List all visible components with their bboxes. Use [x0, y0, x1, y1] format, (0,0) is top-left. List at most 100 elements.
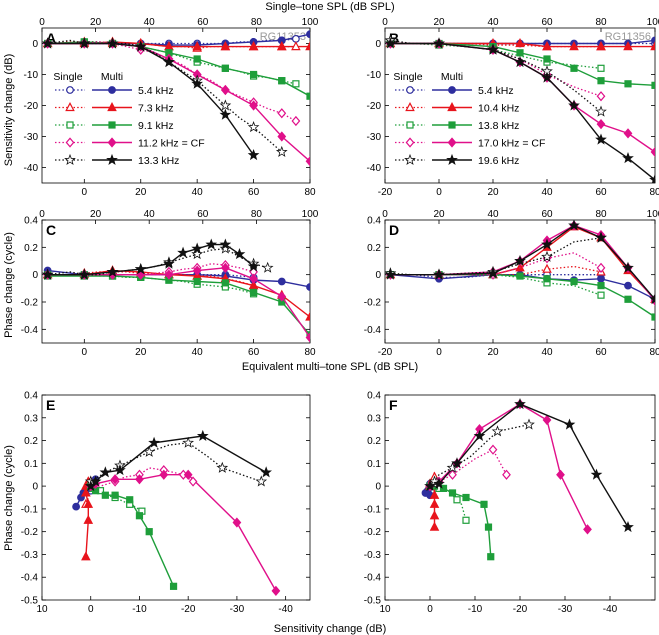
multi-point-black	[233, 248, 246, 260]
y-tick-label: -10	[24, 70, 39, 81]
multi-point-black	[514, 254, 526, 266]
x-tick-label: -10	[132, 604, 147, 615]
multi-point-green	[543, 275, 551, 283]
top-tick-label: 40	[144, 17, 156, 28]
multi-point-red	[596, 41, 606, 51]
x-tick-label: -20	[378, 347, 393, 358]
multi-point-blue	[277, 277, 286, 286]
multi-point-green	[169, 582, 178, 590]
multi-point-black	[99, 466, 112, 478]
legend-single-marker	[65, 102, 75, 112]
multi-point-black	[247, 148, 260, 161]
multi-point-black	[260, 466, 272, 478]
y-tick-label: 0	[375, 39, 381, 50]
x-tick-label: 80	[649, 347, 659, 358]
y-tick-label: 0.4	[367, 216, 381, 227]
legend-header-multi: Multi	[101, 71, 123, 83]
legend-multi-marker	[107, 137, 117, 148]
top-tick-label: 80	[251, 209, 263, 220]
legend-single-marker	[406, 86, 414, 94]
multi-point-red	[248, 41, 259, 51]
legend-label: 13.8 kHz	[478, 120, 519, 132]
multi-point-black	[487, 43, 499, 55]
top-tick-label: 80	[595, 209, 607, 220]
multi-point-red	[305, 41, 310, 51]
x-tick-label: 80	[304, 347, 316, 358]
multi-point-red	[220, 41, 231, 51]
multi-point-green	[193, 55, 201, 63]
legend-single-marker	[405, 137, 415, 148]
multi-point-green	[462, 493, 470, 502]
multi-point-magenta	[232, 517, 242, 528]
multi-point-black	[541, 71, 553, 83]
multi-point-magenta	[110, 474, 120, 485]
y-tick-label: 0.1	[24, 459, 38, 470]
multi-point-black	[78, 268, 91, 280]
y-tick-label: 0.2	[367, 243, 381, 254]
multi-point-black	[595, 133, 607, 145]
multi-point-magenta	[220, 262, 230, 273]
multi-point-black	[514, 55, 526, 68]
legend-multi-marker	[446, 153, 458, 165]
series-group	[385, 34, 655, 183]
x-tick-label: 80	[649, 187, 659, 198]
single-point-magenta	[448, 469, 457, 480]
y-tick-label: -0.4	[21, 325, 39, 336]
multi-point-blue	[306, 30, 310, 39]
multi-point-green	[111, 491, 119, 499]
legend-multi-marker	[448, 121, 456, 129]
multi-point-magenta	[583, 524, 592, 535]
axis-titles: Single–tone SPL (dB SPL) Equivalent mult…	[3, 1, 418, 635]
multi-point-black	[106, 37, 119, 49]
single-point-green	[453, 496, 461, 504]
legend-label: 13.3 kHz	[138, 155, 179, 167]
legend-header-single: Single	[393, 71, 422, 83]
y-tick-label: -0.5	[364, 596, 382, 607]
top-tick-label: 0	[39, 209, 45, 220]
y-tick-label: -10	[367, 70, 382, 81]
x-tick-label: 0	[436, 347, 442, 358]
multi-point-red	[83, 498, 94, 508]
series-group	[72, 429, 281, 597]
top-tick-label: 0	[39, 17, 45, 28]
multi-point-black	[385, 37, 397, 49]
single-point-black	[428, 475, 441, 487]
legend-single-marker	[64, 153, 76, 165]
multi-point-red	[429, 521, 440, 531]
multi-point-black	[568, 99, 580, 111]
multi-point-green	[480, 500, 488, 508]
y-tick-label: -40	[367, 163, 382, 174]
x-tick-label: 80	[304, 187, 316, 198]
legend-label: 11.2 kHz = CF	[138, 138, 205, 150]
single-point-black	[491, 425, 504, 437]
top-tick-label: 100	[647, 17, 659, 28]
legend-label: 9.1 kHz	[138, 120, 174, 132]
y-tick-label: 0	[32, 482, 38, 493]
y-tick-label: 0.2	[24, 436, 38, 447]
multi-point-red	[81, 551, 91, 561]
multi-point-green	[135, 512, 144, 520]
x-tick-label: 20	[487, 187, 499, 198]
top-tick-label: 100	[302, 17, 319, 28]
multi-point-blue	[306, 283, 310, 291]
legend-multi-marker	[447, 137, 457, 148]
legend-single-marker	[405, 102, 415, 112]
top-tick-label: 40	[487, 17, 499, 28]
multi-point-green	[570, 64, 578, 72]
single-line-magenta	[47, 41, 297, 122]
multi-point-black	[42, 37, 54, 49]
multi-point-black	[451, 457, 463, 469]
legend-label: 17.0 kHz = CF	[478, 138, 545, 150]
single-line-black	[390, 237, 602, 276]
x-tick-label: 0	[436, 187, 442, 198]
x-tick-label: 20	[487, 347, 499, 358]
top-tick-label: 20	[90, 209, 102, 220]
multi-point-red	[429, 510, 440, 520]
y-tick-label: 0.1	[367, 459, 381, 470]
legend-multi-marker	[108, 86, 116, 94]
multi-point-red	[429, 498, 440, 508]
legend-multi-marker	[107, 102, 117, 112]
top-axis-title: Single–tone SPL (dB SPL)	[265, 1, 394, 13]
multi-point-black	[205, 238, 218, 250]
legend-label: 10.4 kHz	[478, 103, 519, 115]
